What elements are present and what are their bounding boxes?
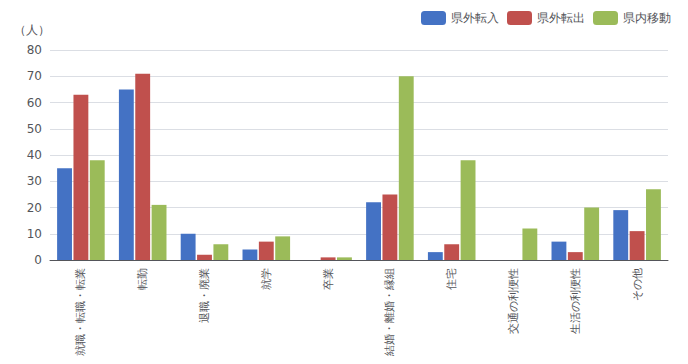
svg-text:卒業: 卒業 bbox=[322, 268, 335, 290]
svg-text:60: 60 bbox=[27, 96, 42, 110]
svg-text:生活の利便性: 生活の利便性 bbox=[569, 268, 582, 334]
svg-text:退職・廃業: 退職・廃業 bbox=[198, 268, 211, 323]
svg-text:県内移動: 県内移動 bbox=[623, 11, 671, 25]
svg-text:40: 40 bbox=[27, 148, 42, 162]
svg-text:70: 70 bbox=[27, 69, 42, 83]
svg-text:（人）: （人） bbox=[14, 23, 50, 37]
svg-text:80: 80 bbox=[27, 43, 42, 57]
svg-text:10: 10 bbox=[27, 227, 42, 241]
svg-text:0: 0 bbox=[34, 253, 42, 267]
svg-text:県外転出: 県外転出 bbox=[537, 11, 585, 25]
svg-text:その他: その他 bbox=[631, 268, 644, 301]
svg-text:結婚・離婚・縁組: 結婚・離婚・縁組 bbox=[383, 268, 396, 357]
svg-text:就職・転職・転業: 就職・転職・転業 bbox=[74, 268, 87, 356]
svg-text:20: 20 bbox=[27, 201, 42, 215]
svg-text:住宅: 住宅 bbox=[445, 268, 458, 290]
svg-text:県外転入: 県外転入 bbox=[451, 11, 499, 25]
svg-text:転勤: 転勤 bbox=[136, 268, 149, 290]
svg-text:50: 50 bbox=[27, 122, 42, 136]
svg-text:交通の利便性: 交通の利便性 bbox=[507, 268, 520, 334]
svg-text:30: 30 bbox=[27, 174, 42, 188]
svg-text:就学: 就学 bbox=[260, 268, 273, 290]
